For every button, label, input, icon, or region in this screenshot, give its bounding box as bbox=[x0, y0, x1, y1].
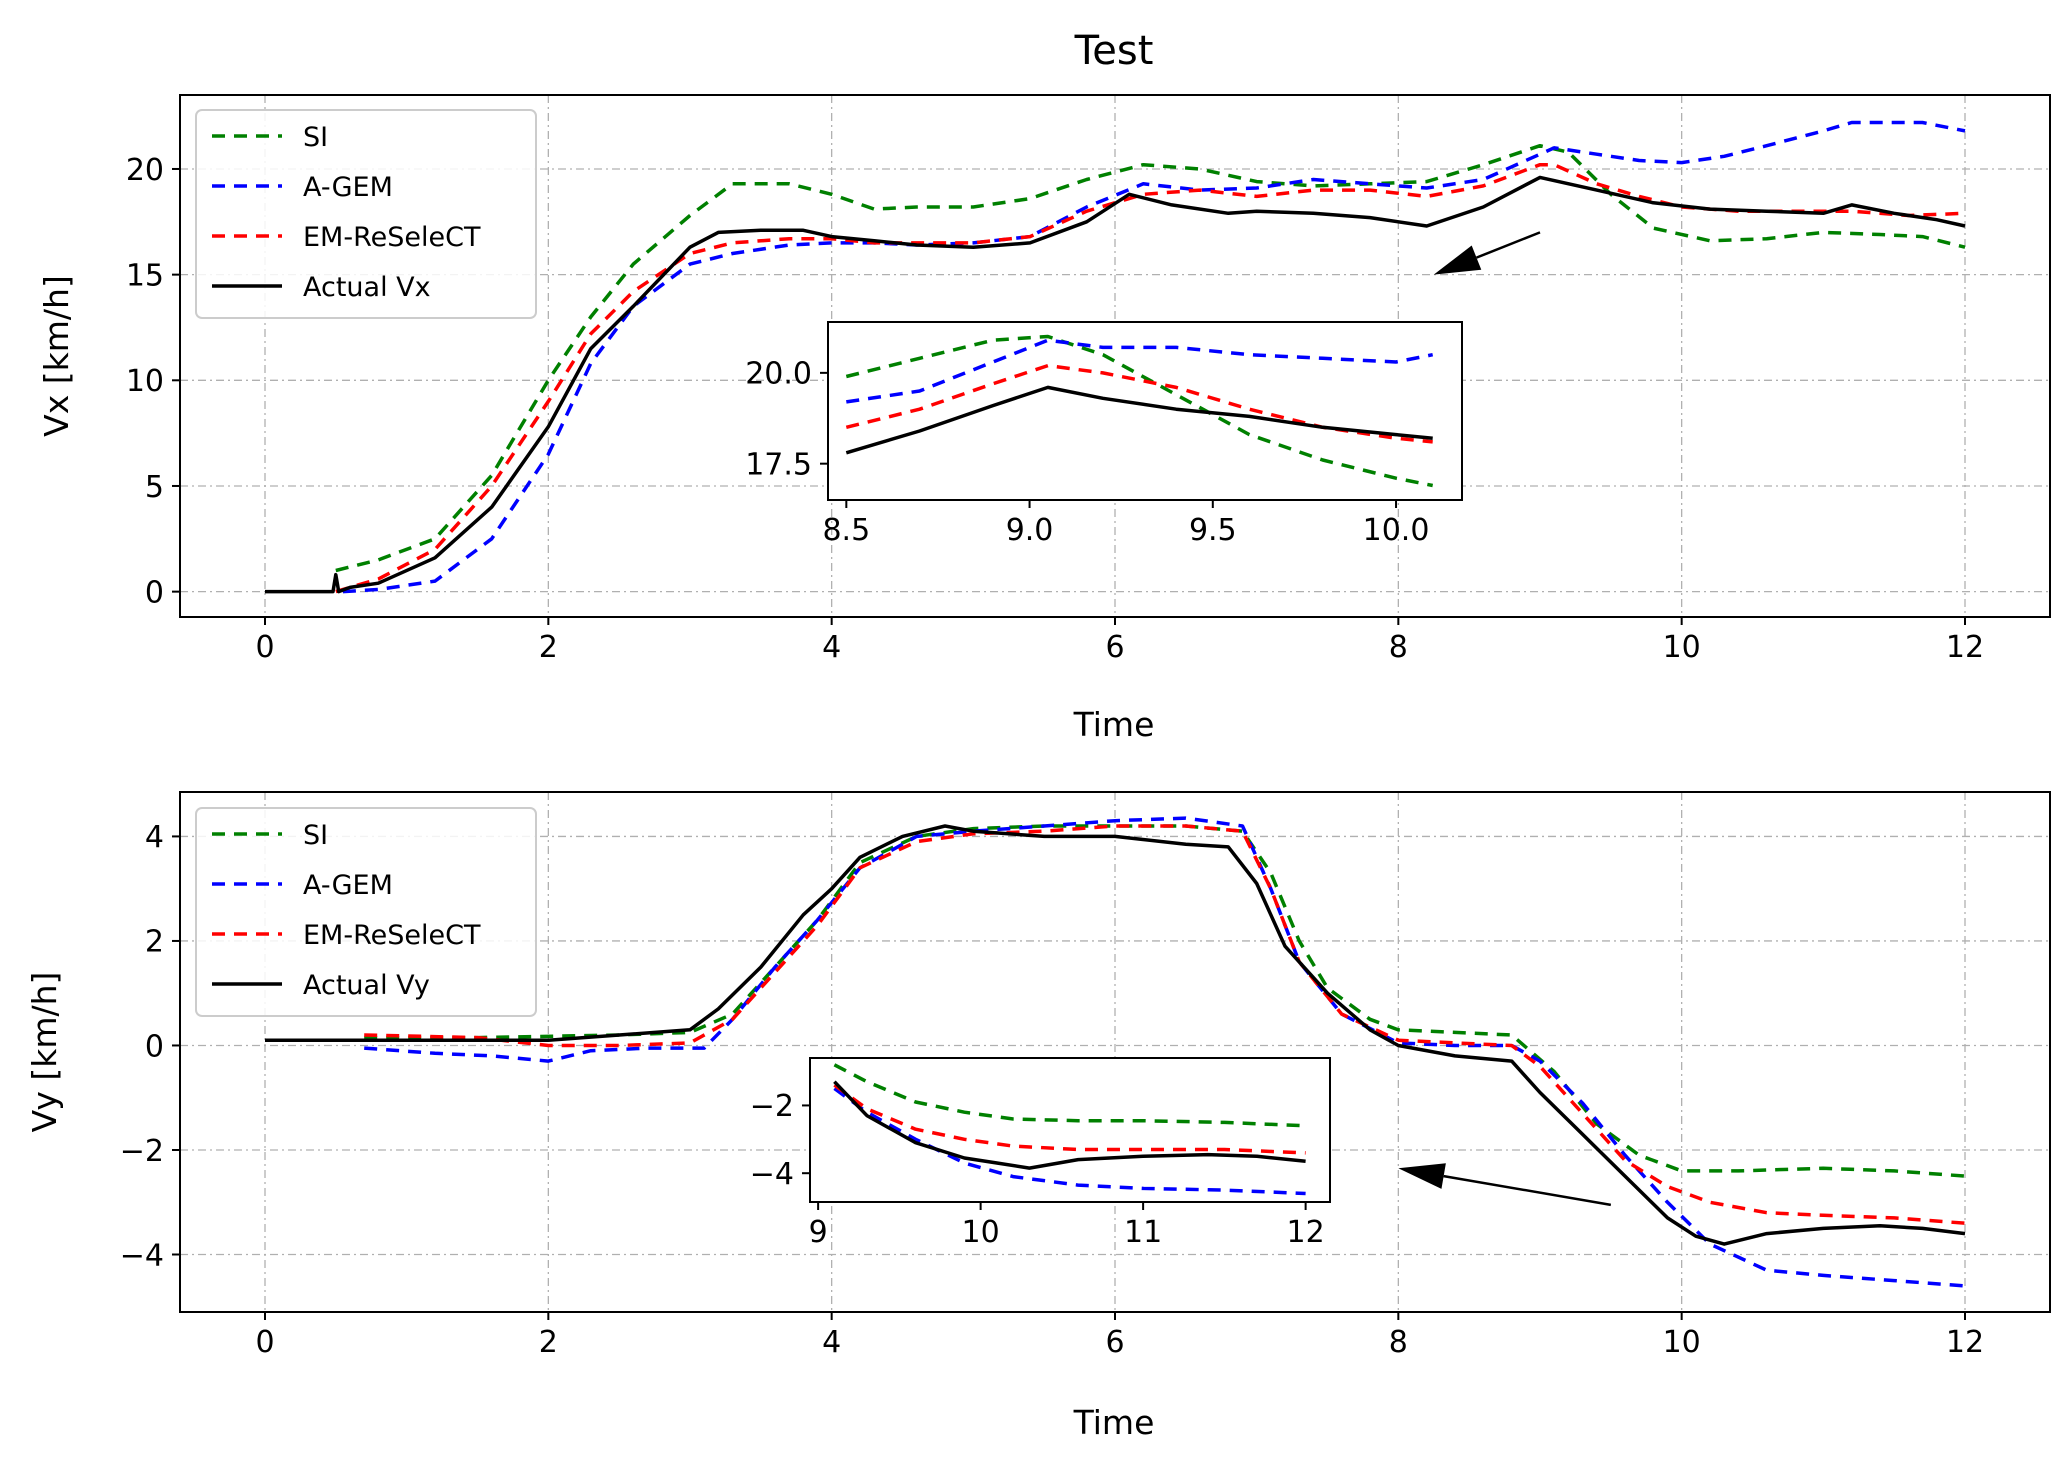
y-tick-label: 2 bbox=[145, 925, 164, 960]
series-line-si bbox=[335, 143, 1966, 573]
y-axis-label: Vy [km/h] bbox=[25, 972, 64, 1133]
y-tick-label: −2 bbox=[120, 1134, 164, 1169]
chart-vy: 0 2 4 6 8 10 12 −4 −2 0 2 4 Time Vy [km/h] SI A-GEM… bbox=[25, 791, 2051, 1442]
x-tick-label: 2 bbox=[539, 1325, 558, 1360]
series-line-actual-vx bbox=[265, 175, 1966, 594]
arrow-head bbox=[1433, 245, 1482, 275]
legend-label-actual: Actual Vx bbox=[303, 272, 431, 303]
legend-box bbox=[195, 807, 537, 1017]
y-tick-label: −2 bbox=[750, 1089, 794, 1124]
legend-label-si: SI bbox=[303, 122, 328, 153]
inset-line-si bbox=[833, 1063, 1306, 1128]
y-tick-label: 0 bbox=[145, 1029, 164, 1064]
y-axis-label: Vx [km/h] bbox=[37, 275, 76, 437]
x-tick-label: 10 bbox=[1663, 1325, 1701, 1360]
inset-frame bbox=[827, 321, 1463, 501]
series-group bbox=[265, 816, 1966, 1288]
annotation-arrow bbox=[1398, 1163, 1612, 1207]
legend-label-actual: Actual Vy bbox=[303, 970, 430, 1001]
y-tick-label: −4 bbox=[120, 1238, 164, 1273]
chart-title: Test bbox=[1074, 28, 1154, 74]
series-group bbox=[265, 120, 1966, 594]
arrow-shaft bbox=[1443, 1174, 1612, 1207]
y-tick-label: 0 bbox=[145, 575, 164, 610]
x-tick-label: 8.5 bbox=[822, 513, 870, 548]
series-line-actual-vy bbox=[265, 824, 1966, 1246]
x-tick-label: 8 bbox=[1389, 630, 1408, 665]
x-tick-label: 10 bbox=[1663, 630, 1701, 665]
y-tick-label: 4 bbox=[145, 820, 164, 855]
inset-background bbox=[828, 322, 1462, 500]
x-tick-label: 6 bbox=[1105, 630, 1124, 665]
x-tick-label: 2 bbox=[539, 630, 558, 665]
x-tick-label: 11 bbox=[1124, 1215, 1162, 1250]
legend-label-si: SI bbox=[303, 820, 328, 851]
x-tick-label: 12 bbox=[1946, 1325, 1984, 1360]
x-tick-label: 0 bbox=[255, 630, 274, 665]
x-axis-label: Time bbox=[1073, 1403, 1155, 1442]
legend-box bbox=[195, 109, 537, 319]
y-tick-label: 20 bbox=[126, 153, 164, 188]
inset-line-em-reselect bbox=[833, 1083, 1306, 1155]
inset-ticks: 9 10 11 12 −4 −2 bbox=[750, 1089, 1325, 1250]
legend-label-emreselect: EM-ReSeleCT bbox=[303, 222, 481, 253]
inset-line-si bbox=[845, 334, 1434, 488]
arrow-head bbox=[1398, 1163, 1446, 1189]
x-tick-label: 4 bbox=[822, 630, 841, 665]
axis-ticks: 0 2 4 6 8 10 12 −4 −2 0 2 4 bbox=[120, 820, 1984, 1360]
inset-line-em-reselect bbox=[845, 363, 1433, 444]
axis-ticks: 0 2 4 6 8 10 12 0 5 10 15 20 bbox=[126, 153, 1984, 665]
inset-series-group bbox=[845, 334, 1434, 488]
legend-label-agem: A-GEM bbox=[303, 172, 393, 203]
inset-background bbox=[810, 1058, 1330, 1202]
x-tick-label: 9.0 bbox=[1006, 513, 1054, 548]
chart-vx: Test 0 2 4 6 8 10 12 0 5 10 15 20 Time Vx [km/h] SI… bbox=[37, 28, 2051, 744]
x-axis-label: Time bbox=[1073, 705, 1155, 744]
y-tick-label: 15 bbox=[126, 258, 164, 293]
inset-line-actual-vx bbox=[845, 385, 1433, 455]
inset-vy: 9 10 11 12 −4 −2 bbox=[750, 1057, 1331, 1250]
series-line-a-gem bbox=[364, 816, 1966, 1288]
arrow-shaft bbox=[1476, 231, 1541, 259]
inset-line-a-gem bbox=[833, 1087, 1306, 1196]
y-tick-label: 17.5 bbox=[745, 447, 812, 482]
y-tick-label: 5 bbox=[145, 470, 164, 505]
y-tick-label: 10 bbox=[126, 364, 164, 399]
x-tick-label: 10 bbox=[962, 1215, 1000, 1250]
x-tick-label: 8 bbox=[1389, 1325, 1408, 1360]
inset-ticks: 8.5 9.0 9.5 10.0 17.5 20.0 bbox=[745, 357, 1429, 548]
inset-frame bbox=[809, 1057, 1331, 1203]
y-tick-label: −4 bbox=[750, 1157, 794, 1192]
legend: SI A-GEM EM-ReSeleCT Actual Vx bbox=[195, 109, 537, 319]
x-tick-label: 0 bbox=[255, 1325, 274, 1360]
x-tick-label: 12 bbox=[1287, 1215, 1325, 1250]
inset-line-a-gem bbox=[846, 338, 1434, 404]
legend: SI A-GEM EM-ReSeleCT Actual Vy bbox=[195, 807, 537, 1017]
series-line-em-reselect bbox=[364, 824, 1966, 1225]
annotation-arrow bbox=[1433, 231, 1541, 275]
legend-label-emreselect: EM-ReSeleCT bbox=[303, 920, 481, 951]
x-tick-label: 9.5 bbox=[1189, 513, 1237, 548]
y-tick-label: 20.0 bbox=[745, 357, 812, 392]
inset-series-group bbox=[833, 1063, 1306, 1196]
inset-line-actual-vy bbox=[833, 1080, 1306, 1170]
x-tick-label: 4 bbox=[822, 1325, 841, 1360]
inset-vx: 8.5 9.0 9.5 10.0 17.5 20.0 bbox=[745, 321, 1463, 548]
x-tick-label: 6 bbox=[1105, 1325, 1124, 1360]
series-line-si bbox=[364, 824, 1966, 1178]
x-tick-label: 9 bbox=[809, 1215, 828, 1250]
legend-label-agem: A-GEM bbox=[303, 870, 393, 901]
x-tick-label: 10.0 bbox=[1363, 513, 1430, 548]
x-tick-label: 12 bbox=[1946, 630, 1984, 665]
